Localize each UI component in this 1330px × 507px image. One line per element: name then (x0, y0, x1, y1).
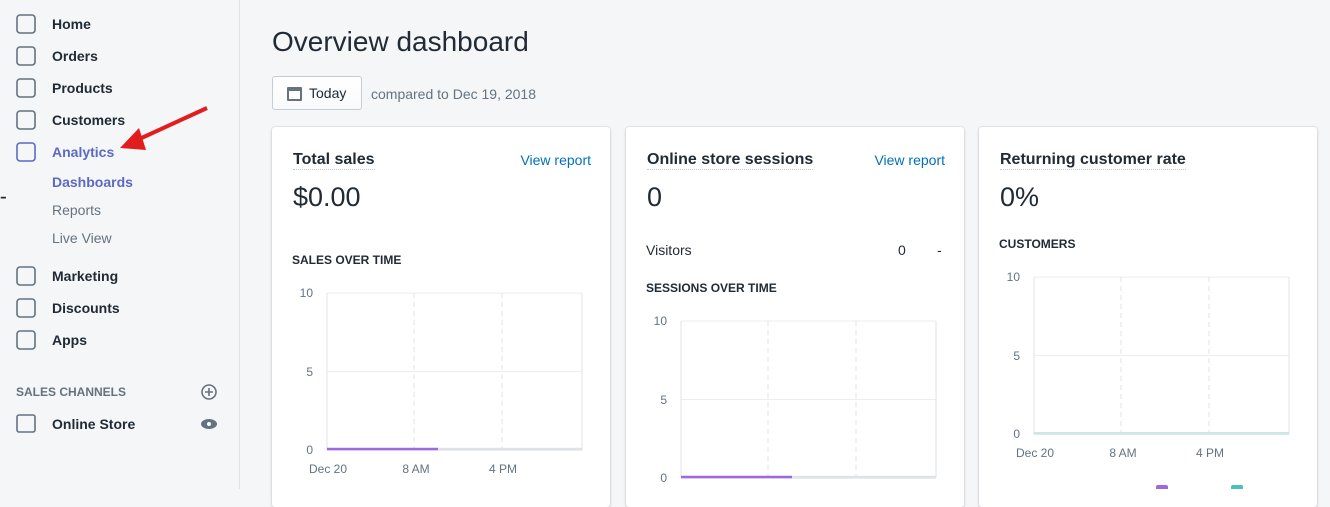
y-tick-label: 10 (1006, 270, 1020, 284)
chart-title: SESSIONS OVER TIME (646, 281, 777, 295)
view-report-link[interactable]: View report (874, 152, 945, 168)
metric-value: 0 (898, 242, 906, 258)
card (979, 127, 1317, 507)
card-value: 0 (647, 182, 663, 212)
nav-item[interactable]: Home (52, 16, 91, 32)
y-tick-label: 5 (660, 392, 667, 407)
nav-item[interactable]: Online Store (52, 416, 136, 432)
x-tick-label: 4 PM (1195, 446, 1224, 460)
y-tick-label: 5 (306, 364, 313, 379)
x-tick-label: Dec 20 (1015, 446, 1055, 460)
comparison-text: compared to Dec 19, 2018 (371, 86, 536, 102)
card-title: Total sales (293, 151, 375, 170)
card-change: - (0, 186, 7, 208)
nav-item[interactable]: Marketing (52, 268, 119, 284)
card (272, 127, 610, 507)
card (626, 127, 964, 507)
nav-item[interactable]: Discounts (52, 300, 120, 316)
x-tick-label: 8 AM (1109, 446, 1137, 460)
y-tick-label: 0 (660, 471, 667, 485)
y-tick-label: 0 (1013, 427, 1020, 441)
card-change: - (0, 186, 7, 208)
y-tick-label: 10 (653, 314, 667, 328)
metric-change: - (937, 242, 942, 258)
y-tick-label: 0 (306, 443, 313, 457)
nav-item[interactable]: Apps (52, 332, 87, 348)
metric-label: Visitors (646, 242, 692, 258)
nav-item[interactable]: Products (52, 80, 113, 96)
nav-item[interactable]: Customers (52, 112, 126, 128)
x-tick-label: Dec 20 (308, 462, 348, 476)
nav-subitem[interactable]: Dashboards (52, 174, 133, 190)
card-change: - (0, 186, 7, 208)
nav-subitem[interactable]: Reports (52, 202, 102, 218)
x-tick-label: 8 AM (402, 462, 430, 476)
chart-title: SALES OVER TIME (292, 253, 402, 267)
y-tick-label: 10 (299, 286, 313, 300)
section-heading: SALES CHANNELS (16, 385, 127, 399)
card-value: 0% (1000, 182, 1040, 212)
page-title: Overview dashboard (272, 26, 529, 57)
nav-item[interactable]: Orders (52, 48, 98, 64)
date-button-label: Today (309, 85, 347, 101)
nav-item[interactable]: Analytics (52, 144, 115, 160)
chart-title: CUSTOMERS (999, 237, 1076, 251)
card-value: $0.00 (293, 182, 361, 212)
view-report-link[interactable]: View report (520, 152, 591, 168)
sidebar (0, 0, 240, 489)
card-title: Online store sessions (647, 151, 814, 170)
card-title: Returning customer rate (1000, 151, 1186, 170)
x-tick-label: 4 PM (488, 462, 517, 476)
nav-subitem[interactable]: Live View (52, 230, 112, 246)
y-tick-label: 5 (1013, 348, 1020, 363)
